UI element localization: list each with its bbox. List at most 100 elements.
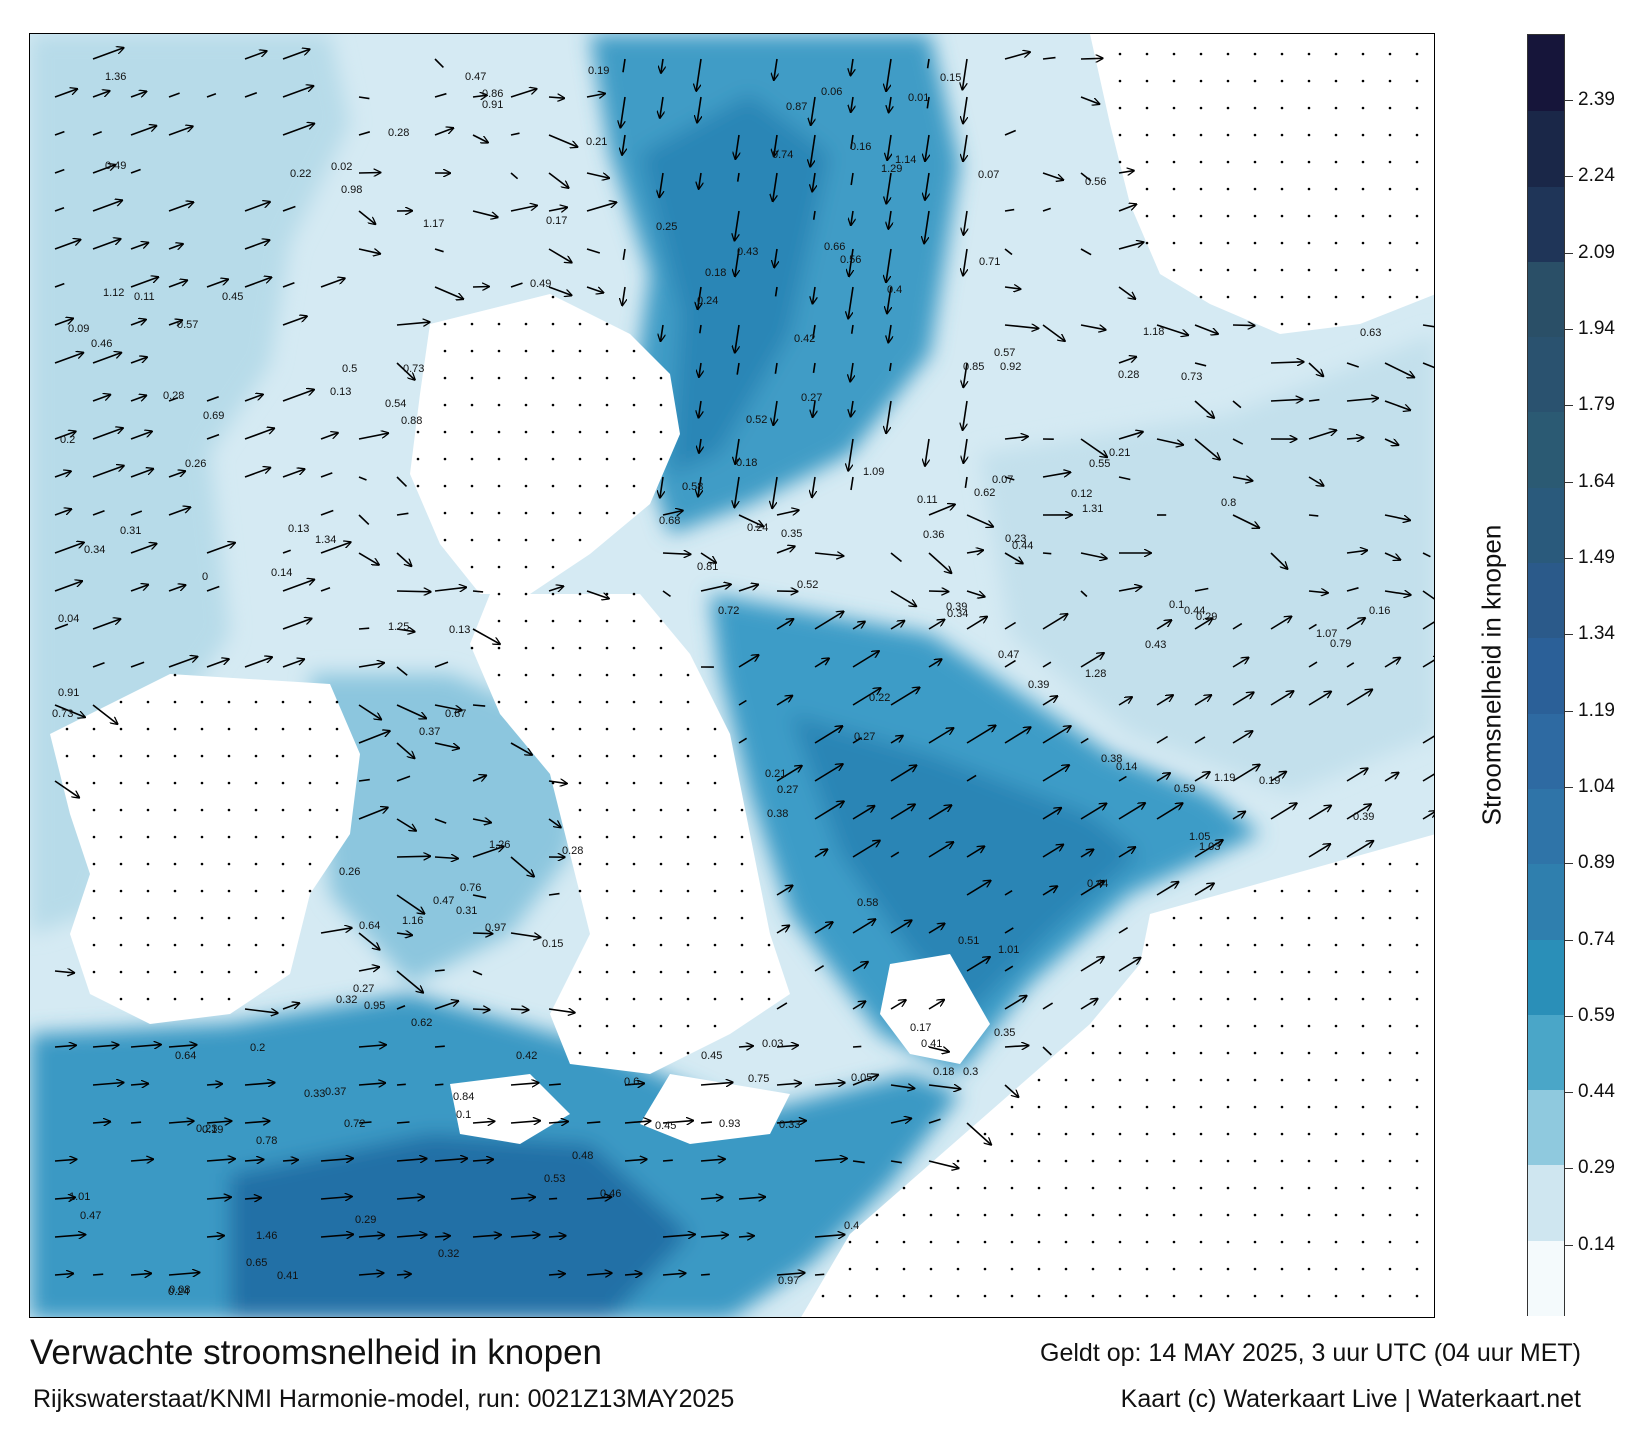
speed-label: 0.47 — [433, 895, 454, 907]
current-arrow — [1118, 357, 1136, 364]
grid-dot — [524, 403, 528, 407]
colorbar-tick-mark — [1565, 100, 1573, 102]
current-arrow — [1346, 587, 1359, 592]
current-arrow — [772, 476, 778, 508]
grid-dot — [686, 916, 690, 920]
grid-dot — [1199, 160, 1203, 164]
speed-label: 0.91 — [58, 687, 79, 699]
grid-dot — [1172, 1024, 1176, 1028]
grid-dot — [1415, 1024, 1419, 1028]
current-arrow — [358, 1121, 372, 1124]
current-arrow — [54, 1274, 73, 1276]
current-speed-map: 0.26 0.37 0.28 0.11 0.22 0.57 0.1 0.19 0.18 0.23 0… — [29, 33, 1435, 1318]
current-arrow — [1422, 811, 1434, 820]
current-arrow — [1004, 996, 1027, 1010]
grid-dot — [1388, 133, 1392, 137]
grid-dot — [605, 457, 609, 461]
grid-dot — [659, 457, 663, 461]
grid-dot — [1334, 997, 1338, 1001]
current-arrow — [320, 542, 351, 554]
grid-dot — [1334, 268, 1338, 272]
grid-dot — [578, 511, 582, 515]
grid-dot — [686, 727, 690, 731]
grid-dot — [308, 754, 312, 758]
grid-dot — [551, 511, 555, 515]
current-arrow — [396, 322, 430, 325]
grid-dot — [497, 592, 501, 596]
grid-dot — [1037, 1186, 1041, 1190]
current-arrow — [320, 1197, 352, 1200]
grid-dot — [1199, 970, 1203, 974]
grid-dot — [740, 997, 744, 1001]
grid-dot — [686, 835, 690, 839]
grid-dot — [686, 808, 690, 812]
grid-dot — [1199, 916, 1203, 920]
grid-dot — [254, 943, 258, 947]
grid-dot — [713, 727, 717, 731]
current-arrow — [92, 662, 105, 668]
grid-dot — [1415, 889, 1419, 893]
current-arrow — [966, 1122, 991, 1145]
current-arrow — [472, 628, 500, 644]
current-arrow — [699, 400, 702, 418]
current-arrow — [1346, 362, 1359, 368]
grid-dot — [524, 322, 528, 326]
colorbar-swatch — [1528, 637, 1564, 714]
current-arrow — [510, 282, 523, 288]
grid-dot — [146, 781, 150, 785]
grid-dot — [1010, 1132, 1014, 1136]
grid-dot — [902, 1213, 906, 1217]
current-arrow — [924, 210, 930, 244]
current-arrow — [358, 1235, 384, 1237]
current-arrow — [1042, 886, 1057, 896]
current-arrow — [928, 1046, 949, 1052]
current-arrow — [396, 666, 408, 676]
current-arrow — [1080, 803, 1107, 820]
grid-dot — [1334, 1267, 1338, 1271]
grid-dot — [227, 700, 231, 704]
speed-label: 1.26 — [489, 839, 510, 851]
grid-dot — [1415, 1267, 1419, 1271]
grid-dot — [470, 538, 474, 542]
grid-dot — [1280, 1132, 1284, 1136]
current-arrow — [851, 96, 853, 112]
grid-dot — [1253, 1024, 1257, 1028]
grid-dot — [1388, 1213, 1392, 1217]
grid-dot — [1253, 79, 1257, 83]
grid-dot — [605, 916, 609, 920]
current-arrow — [776, 1273, 805, 1275]
grid-dot — [1388, 1267, 1392, 1271]
grid-dot — [578, 349, 582, 353]
grid-dot — [686, 943, 690, 947]
current-arrow — [776, 1083, 801, 1085]
current-arrow — [1004, 129, 1017, 136]
current-arrow — [358, 778, 370, 782]
current-arrow — [963, 400, 968, 430]
grid-dot — [1280, 52, 1284, 56]
grid-dot — [1172, 1078, 1176, 1082]
current-arrow — [1042, 808, 1061, 820]
grid-dot — [1307, 268, 1311, 272]
current-arrow — [168, 1273, 200, 1276]
current-arrow — [814, 849, 828, 858]
grid-dot — [524, 430, 528, 434]
current-arrow — [966, 774, 977, 782]
colorbar-tick-label: 1.94 — [1578, 318, 1615, 340]
current-arrow — [1080, 737, 1089, 744]
grid-dot — [578, 538, 582, 542]
grid-dot — [1334, 295, 1338, 299]
speed-label: 0.1 — [1169, 599, 1184, 611]
grid-dot — [227, 781, 231, 785]
current-arrow — [850, 172, 854, 186]
grid-dot — [254, 781, 258, 785]
grid-dot — [632, 376, 636, 380]
current-arrow — [1194, 695, 1211, 706]
current-arrow — [92, 239, 121, 250]
current-arrow — [206, 1159, 235, 1161]
current-arrow — [396, 742, 415, 758]
current-arrow — [1004, 965, 1014, 972]
current-arrow — [661, 58, 663, 73]
grid-dot — [1037, 1159, 1041, 1163]
speed-label: 0.75 — [748, 1073, 769, 1085]
grid-dot — [1415, 295, 1419, 299]
